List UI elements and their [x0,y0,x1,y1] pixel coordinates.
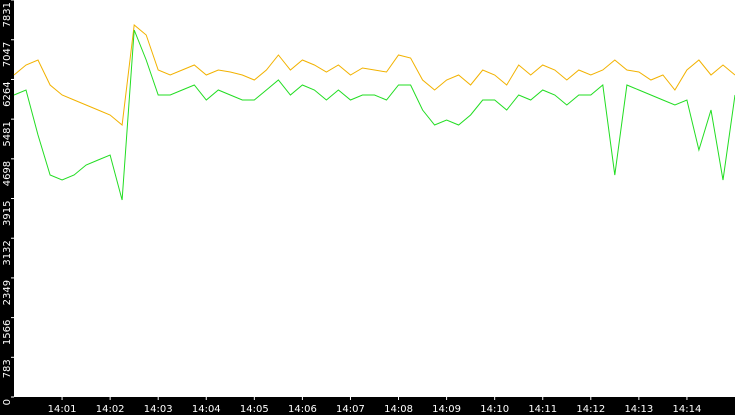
series-line [13,24,735,126]
x-tick-label: 14:12 [576,404,605,415]
y-tick-label: 3132 [2,240,13,265]
y-tick-label: 0 [2,399,13,405]
y-tick-label: 5481 [2,121,13,146]
y-tick-label: 7047 [2,42,13,67]
y-tick-label: 783 [2,359,13,378]
x-tick-label: 14:08 [384,404,413,415]
y-tick-label: 4698 [2,161,13,186]
x-tick-label: 14:05 [240,404,269,415]
series-line [13,29,735,201]
y-tick-label: 3915 [2,201,13,226]
x-tick-label: 14:01 [48,404,77,415]
x-tick-label: 14:02 [96,404,125,415]
y-tick-label: 6264 [2,81,13,106]
plot-area [14,0,735,397]
x-tick-label: 14:10 [480,404,509,415]
x-tick-label: 14:11 [528,404,557,415]
x-tick-label: 14:04 [192,404,221,415]
y-tick-label: 2349 [2,280,13,305]
x-tick-label: 14:06 [288,404,317,415]
x-tick-label: 14:03 [144,404,173,415]
x-tick-label: 14:13 [624,404,653,415]
x-tick-label: 14:07 [336,404,365,415]
y-tick-label: 1566 [2,320,13,345]
x-tick-label: 14:09 [432,404,461,415]
y-tick-label: 7831 [2,2,13,27]
x-tick-label: 14:14 [673,404,702,415]
